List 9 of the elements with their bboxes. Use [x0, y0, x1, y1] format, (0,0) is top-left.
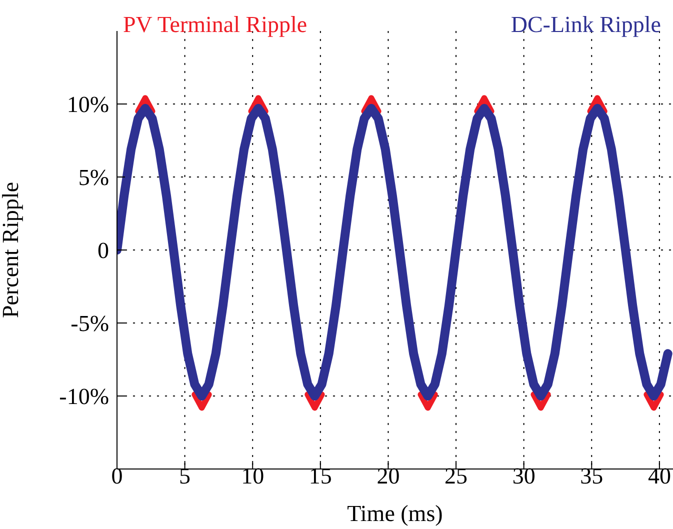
- y-tick-label: -10%: [59, 384, 109, 410]
- y-axis-title: Percent Ripple: [0, 182, 24, 318]
- y-tick-label: 10%: [66, 92, 109, 118]
- y-tick-label: -5%: [70, 311, 109, 336]
- text: DC-Link Ripple: [510, 12, 661, 38]
- y-tick-label: 0: [98, 238, 109, 264]
- text: PV Terminal Ripple: [123, 12, 308, 38]
- y-tick-label: 5%: [78, 165, 109, 190]
- x-axis-title: Time (ms): [347, 501, 443, 526]
